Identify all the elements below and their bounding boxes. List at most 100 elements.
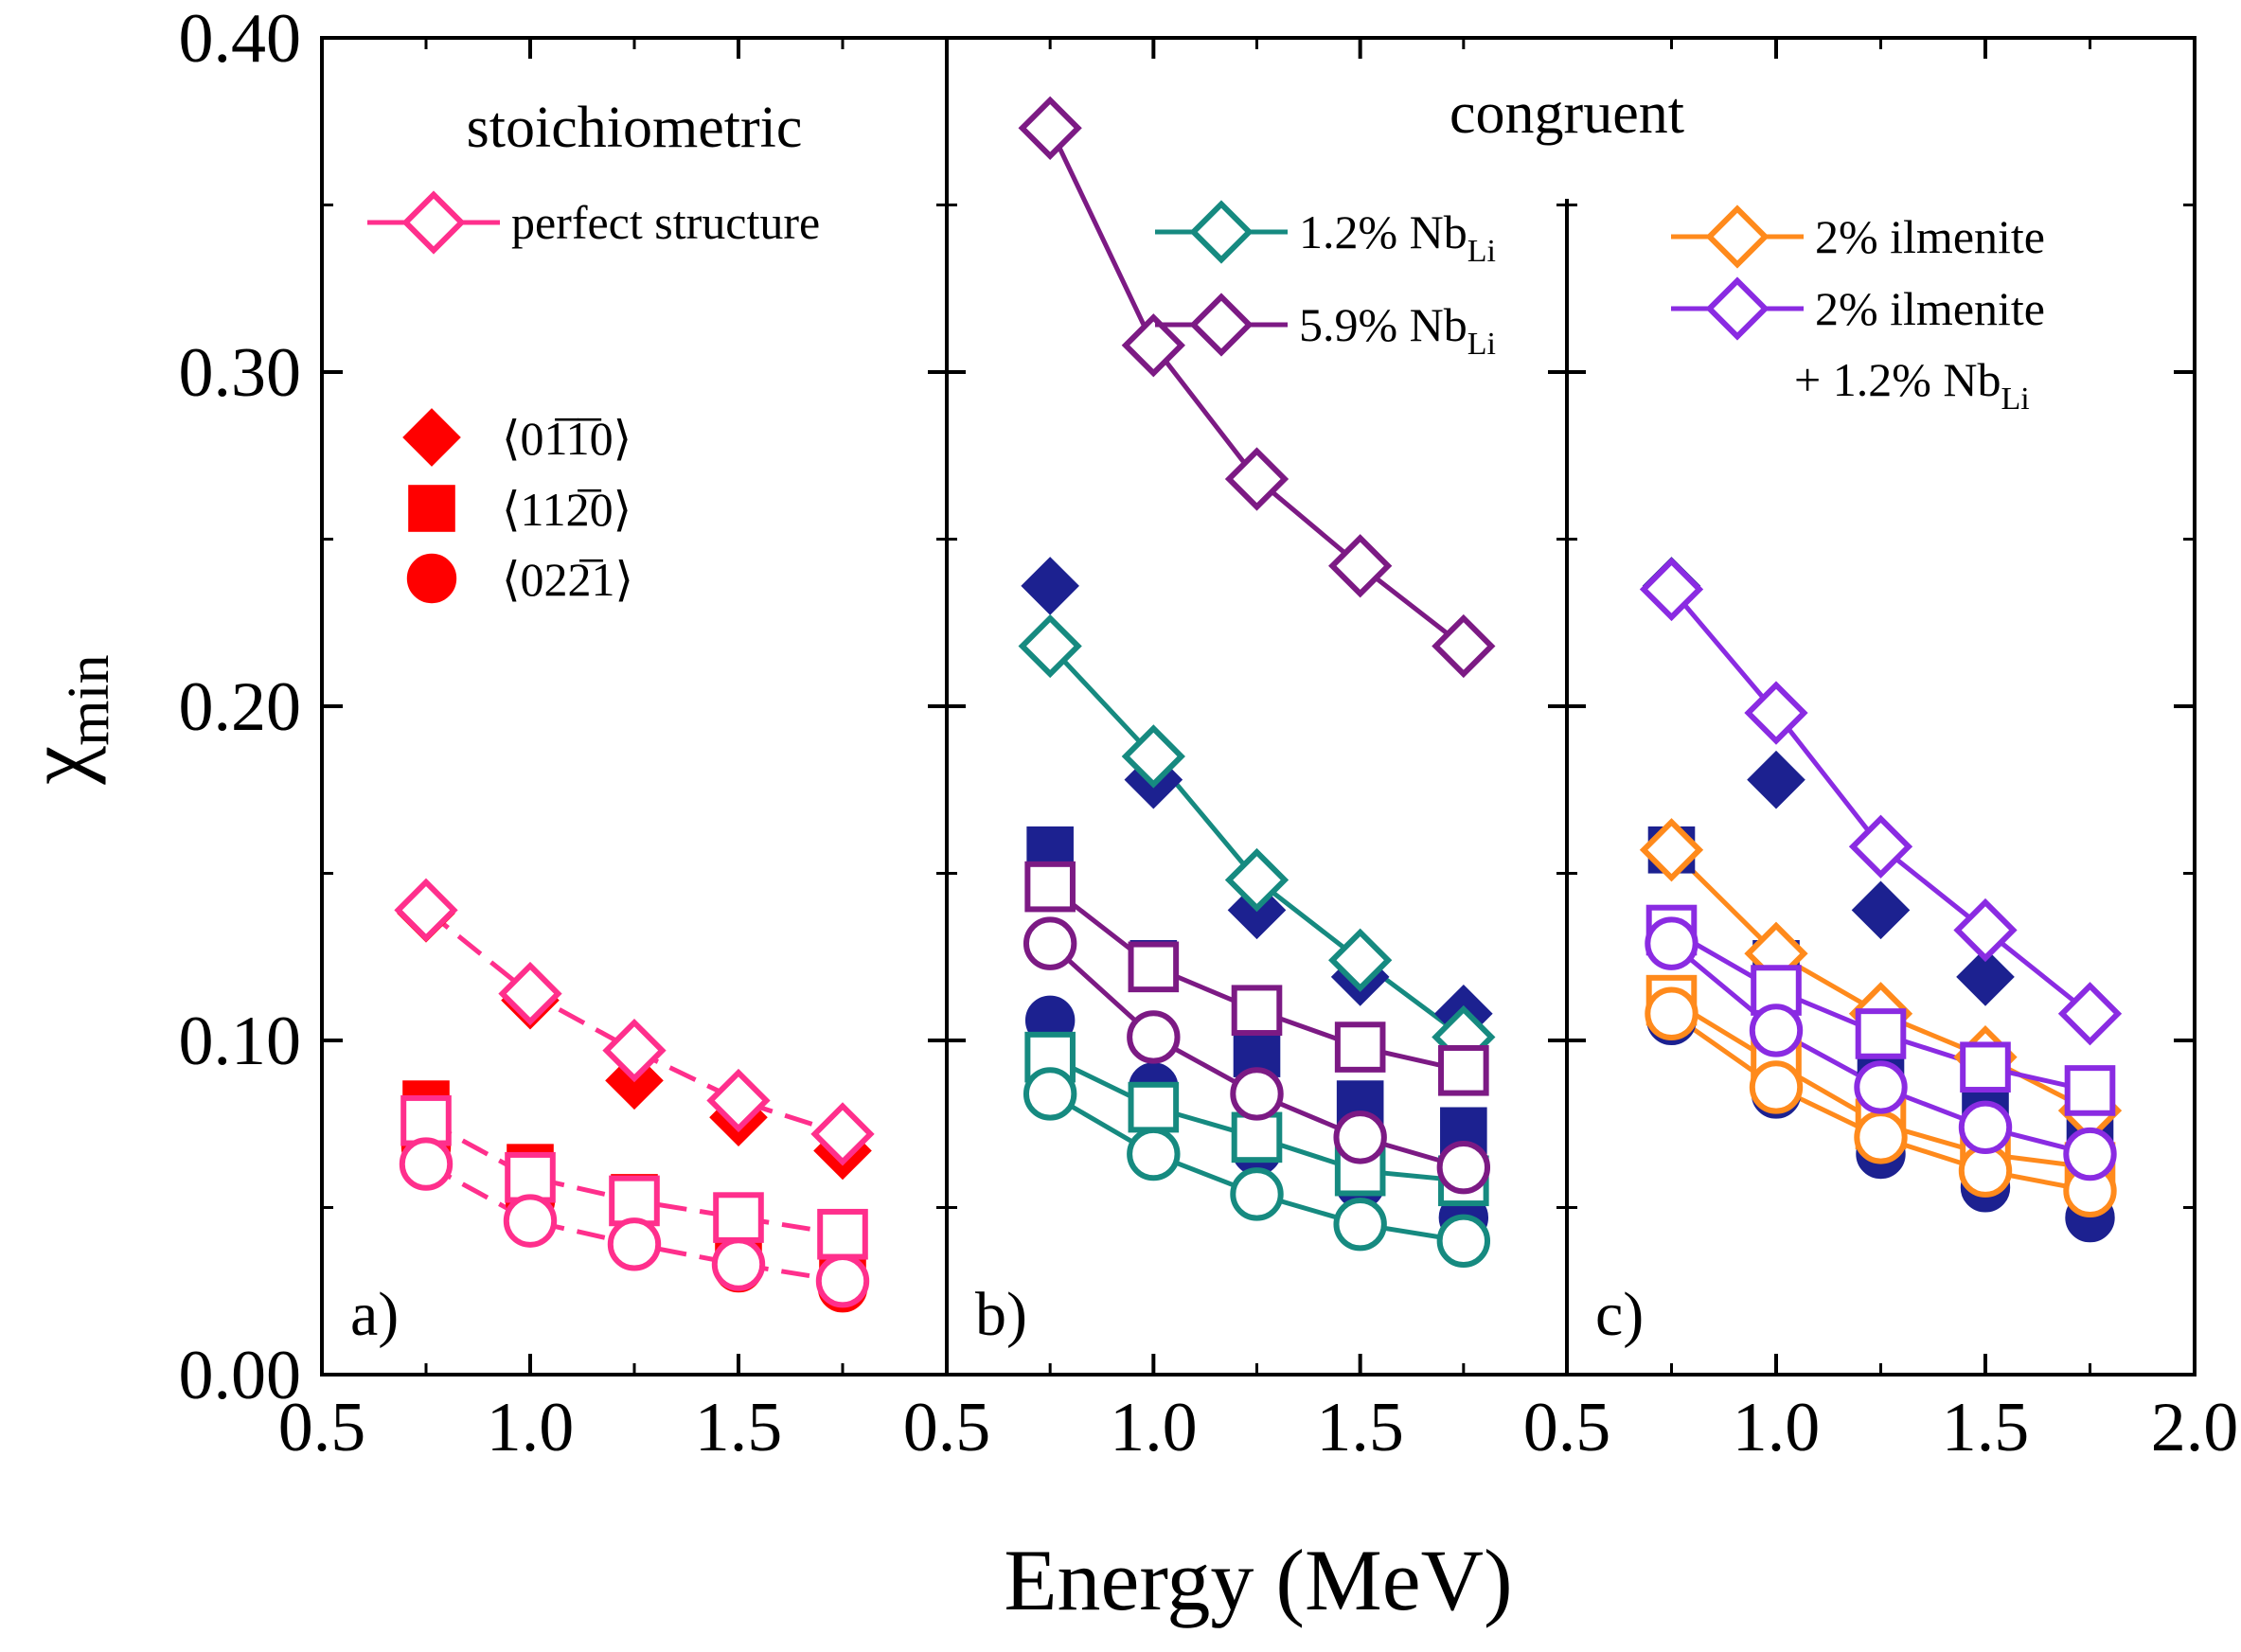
legend-label-main: 2% ilmenite [1815,282,2045,335]
marker-legend-symbol [406,553,457,604]
x-tick-label: 1.0 [1110,1389,1198,1466]
series-a-2 [399,1137,870,1308]
legend-label-main: 1.2% Nb [1299,205,1467,258]
data-point [1224,447,1289,511]
series-b-7 [1024,861,1489,1096]
data-point [1121,313,1185,378]
data-point [1333,1110,1387,1164]
marker-legend-label: ⟨01̅1̅0⟩ [502,412,631,465]
data-point [1854,1110,1908,1164]
panel-title-a: stoichiometric [467,96,803,160]
x-tick-label: 1.0 [1733,1389,1821,1466]
legend-entry: 1.2% NbLi [1155,200,1496,269]
data-point [1744,681,1808,745]
data-point [1230,1067,1284,1121]
data-point [1848,814,1913,879]
x-tick-label: 0.5 [1523,1389,1611,1466]
marker-legend-entry: ⟨022̅1⟩ [406,553,633,606]
series-c-5 [1645,986,2117,1218]
y-axis-symbol: χ [9,746,106,786]
y-tick-label: 0.40 [179,0,302,78]
legend-label-main: 5.9% Nb [1299,298,1467,351]
data-point [817,1208,868,1260]
legend-label: 2% ilmenite [1815,210,2045,263]
panel-title-b: congruent [1450,81,1684,146]
series-b-6 [1018,96,1496,679]
data-point [1128,941,1180,993]
data-point [1231,985,1283,1037]
series-c-8 [1645,916,2117,1181]
data-point [1436,1140,1491,1195]
data-point [1018,96,1082,160]
data-point [1749,1060,1804,1114]
marker-legend-label: ⟨112̅0⟩ [502,483,631,536]
series-b-5 [1023,1067,1491,1269]
legend-marker [1705,204,1770,269]
panel-label-c: c) [1595,1280,1644,1349]
x-axis-title: Energy (MeV) [1004,1532,1512,1628]
data-point [2064,1065,2116,1116]
y-tick-label: 0.10 [179,1003,302,1080]
data-point [607,1217,662,1271]
data-point [394,878,458,942]
data-point [1023,1067,1077,1121]
y-tick-label: 0.30 [179,334,302,412]
data-point [1953,897,2018,963]
legend-label: 1.2% NbLi [1299,205,1496,269]
data-point [1230,1167,1284,1221]
data-point [1224,847,1289,913]
data-point [1438,1044,1489,1096]
data-point [1127,1127,1181,1181]
legend-entry: 5.9% NbLi [1155,293,1496,362]
marker-legend-entry: ⟨112̅0⟩ [408,483,631,536]
panel-b [1018,96,1496,1269]
plot-layer [394,96,2123,1313]
data-point [1231,1111,1283,1164]
data-point [1127,1010,1181,1064]
frame-layer [320,36,2197,1377]
legend-marker [1189,200,1254,264]
data-point [711,1237,766,1291]
data-point [2057,982,2123,1046]
data-point [1960,1041,2011,1093]
data-point [713,1192,764,1243]
legend-label: 5.9% NbLi [1299,298,1496,362]
data-point [1958,1100,2013,1154]
data-point [1855,1008,1907,1059]
legend-panel-c: 2% ilmenite 2% ilmenite + 1.2% NbLi [1671,204,2045,417]
data-point [1128,1081,1180,1133]
x-tick-label: 2.0 [2151,1389,2239,1466]
data-point [1639,557,1704,622]
panel-label-b: b) [975,1280,1027,1349]
legend-marker [1189,293,1254,357]
x-tick-label: 0.5 [903,1389,991,1466]
legend-label-extra: + 1.2% NbLi [1794,353,2030,417]
data-point [1024,861,1076,913]
legend-label: perfect structure [511,196,820,249]
data-point [602,1018,667,1083]
legend-label-extra-main: + 1.2% Nb [1794,353,2001,406]
series-a-1 [400,1094,868,1260]
data-point [1851,880,1911,940]
legend-label-sub: Li [1467,327,1496,362]
marker-legend-symbol [402,408,461,467]
data-point [1956,948,2015,1006]
data-point [1645,916,1699,970]
data-point [810,1102,875,1166]
legend-label-main: 2% ilmenite [1815,210,2045,263]
series-a-0 [394,878,875,1166]
data-point [1023,916,1077,970]
y-axis-title: χmin [9,654,121,785]
data-point [1854,1060,1908,1114]
legend-panel-a: perfect structure ⟨01̅1̅0⟩ ⟨112̅0⟩ ⟨022̅1⟩ [367,190,820,606]
data-point [1639,818,1704,882]
legend-label: 2% ilmenite [1815,282,2045,335]
data-point [400,1094,452,1146]
data-point [399,1137,454,1191]
legend-entry: 2% ilmenite [1671,204,2045,269]
data-point [1645,986,1699,1040]
x-tick-label: 1.5 [1942,1389,2030,1466]
legend-entry: perfect structure [367,190,820,255]
